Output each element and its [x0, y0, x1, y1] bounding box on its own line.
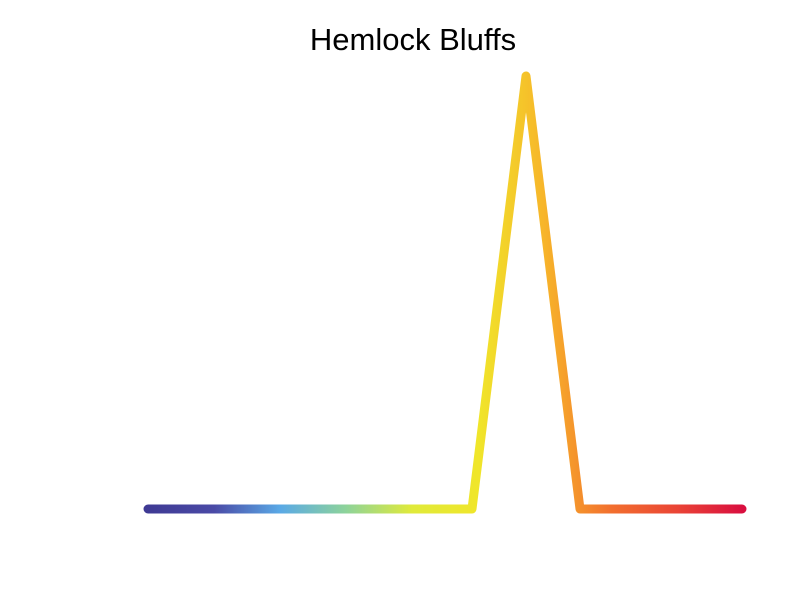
chart-title: Hemlock Bluffs [309, 22, 517, 57]
series-layer [143, 71, 747, 514]
series-line-0 [143, 71, 747, 514]
